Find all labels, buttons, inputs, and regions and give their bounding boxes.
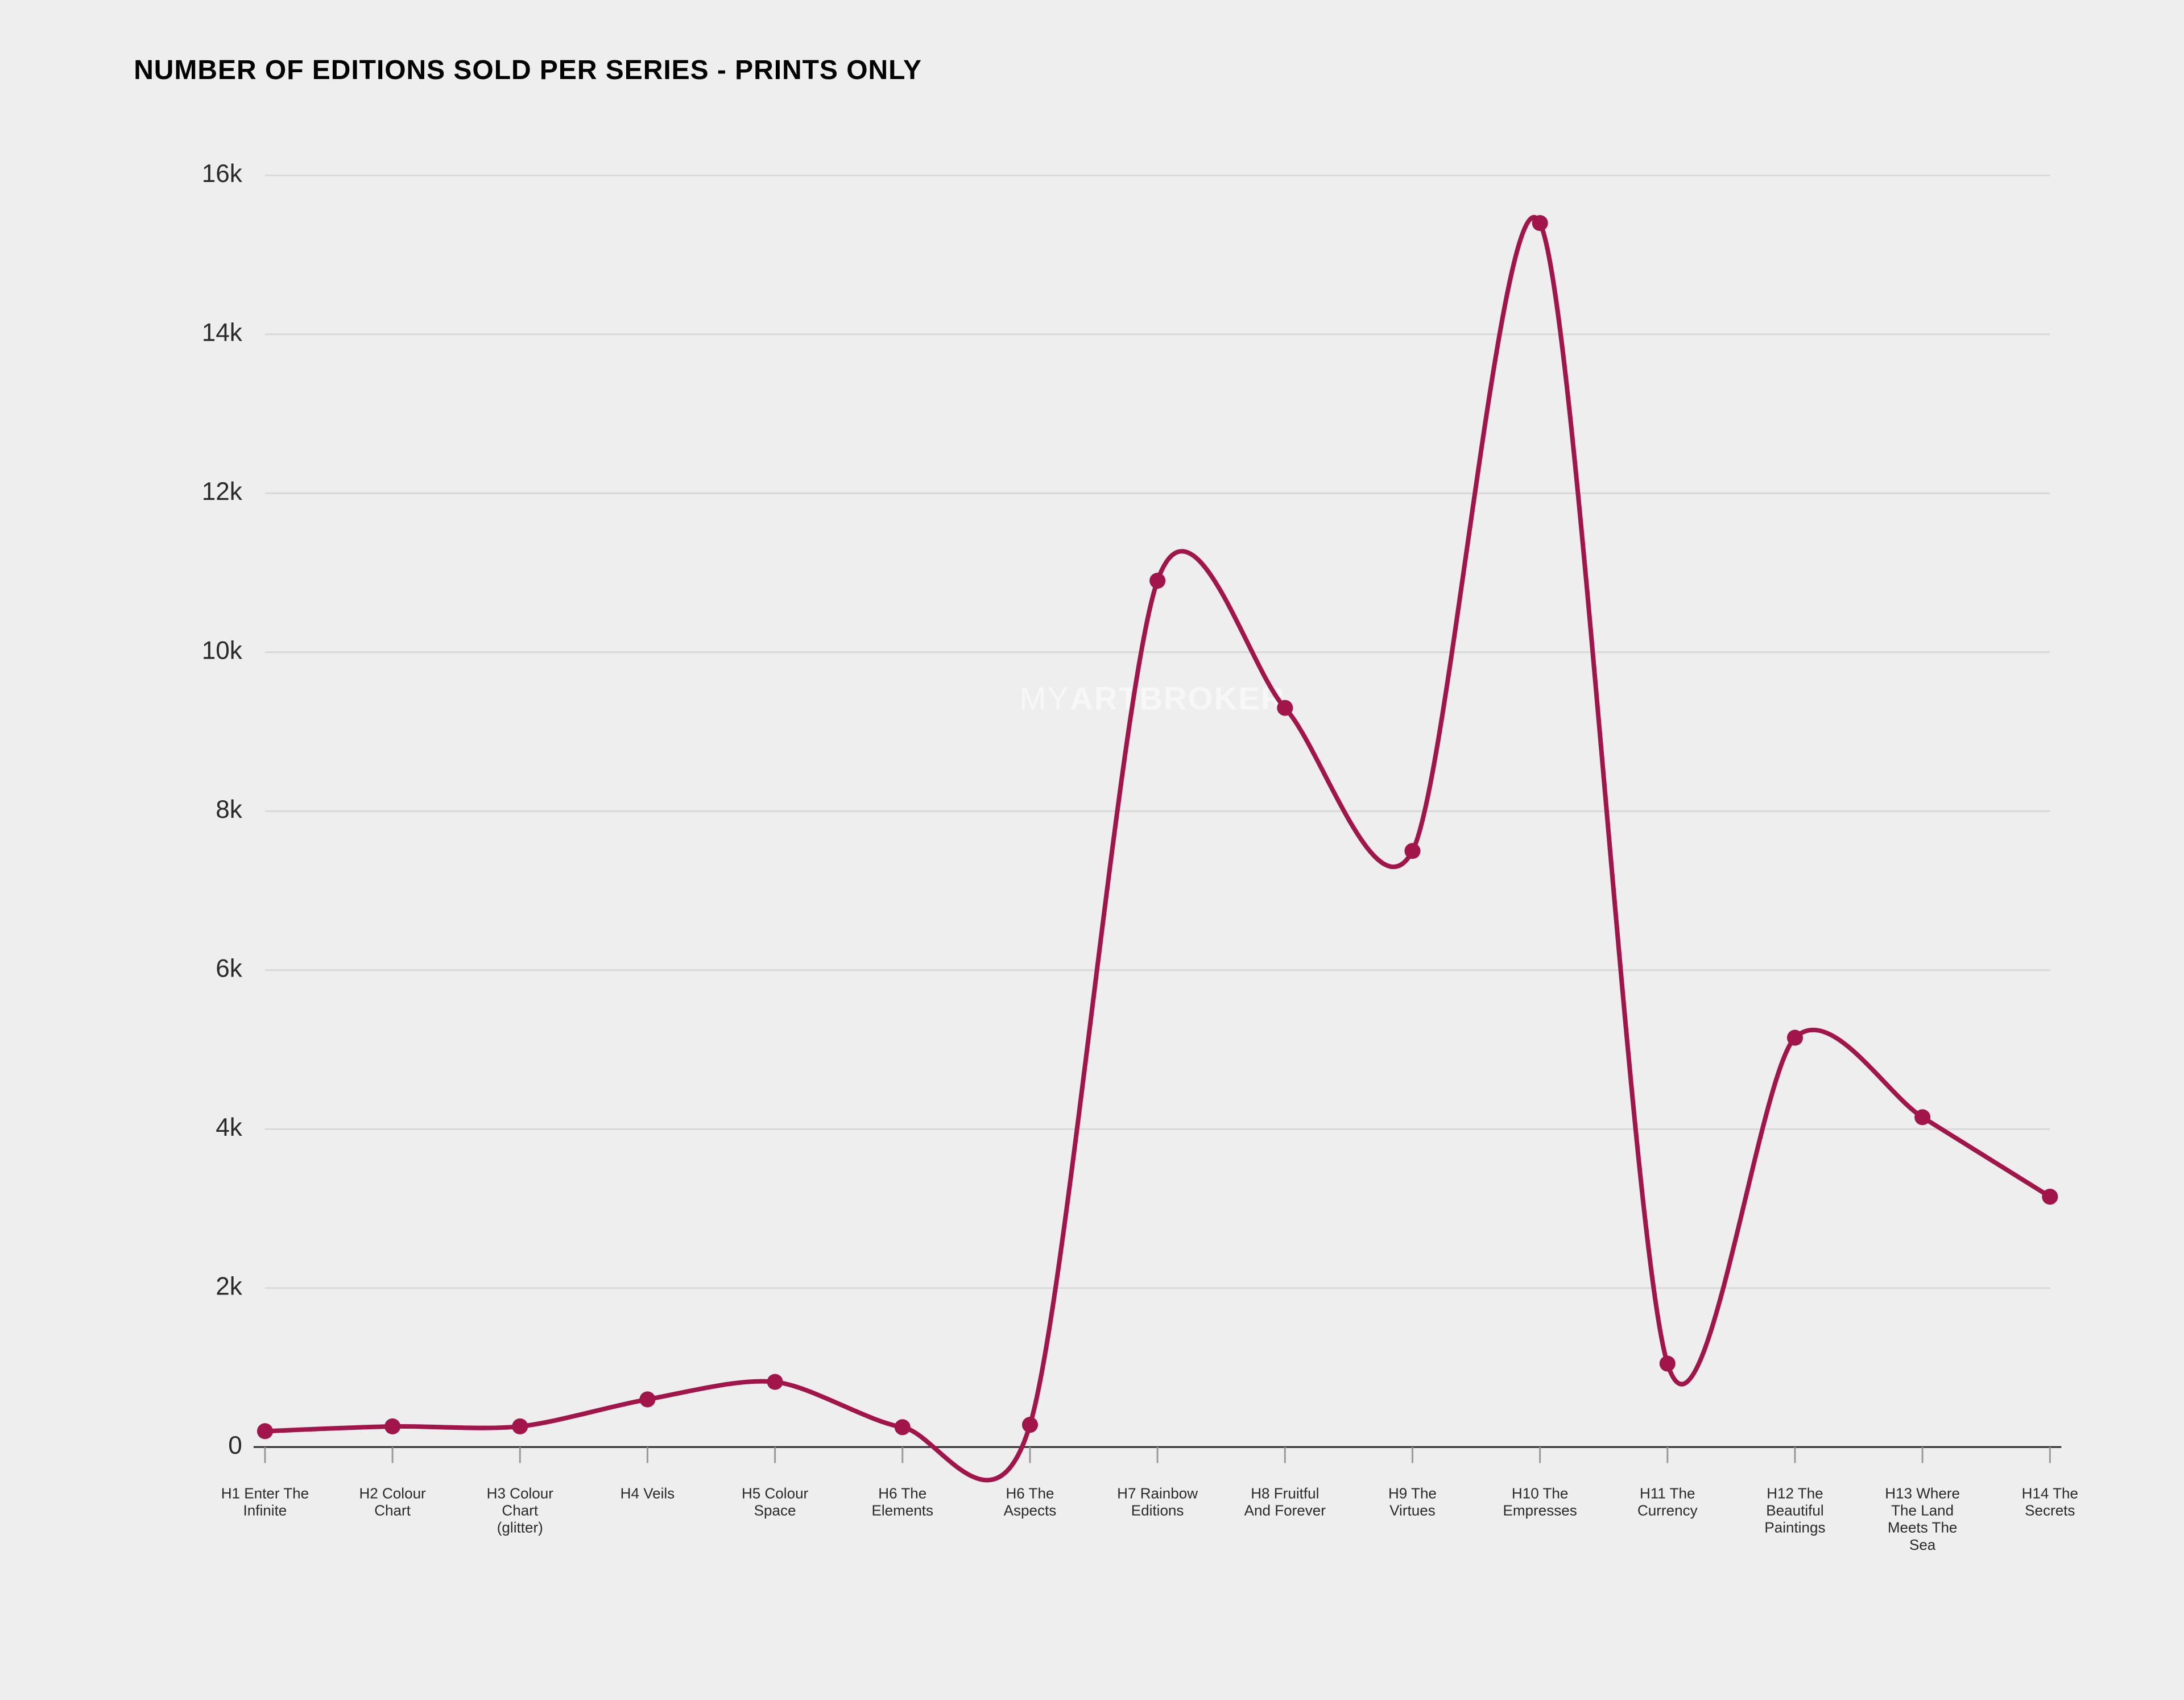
xtick-label: H6 TheAspects <box>1004 1484 1057 1519</box>
xtick-label: H7 RainbowEditions <box>1117 1484 1198 1519</box>
data-point <box>1149 573 1165 589</box>
xtick-label: H5 ColourSpace <box>742 1484 809 1519</box>
ytick-label: 4k <box>216 1114 243 1141</box>
xtick-label: H2 ColourChart <box>359 1484 427 1519</box>
xtick-label: H11 TheCurrency <box>1637 1484 1698 1519</box>
data-point <box>1022 1417 1038 1433</box>
chart-container: 0 2k 4k 6k 8k 10k 12k 14k 16k H1 Enter TheInfinit… <box>65 119 2119 1635</box>
ytick-label: 12k <box>202 478 243 506</box>
data-point <box>1660 1355 1676 1371</box>
data-point <box>384 1418 400 1434</box>
data-point <box>512 1418 528 1434</box>
data-point <box>1405 843 1421 859</box>
line-chart: 0 2k 4k 6k 8k 10k 12k 14k 16k H1 Enter TheInfinit… <box>65 119 2119 1635</box>
data-point <box>2042 1189 2058 1205</box>
data-point <box>895 1419 911 1435</box>
data-point <box>1532 215 1548 231</box>
ytick-label: 0 <box>228 1432 242 1459</box>
xtick-label: H13 WhereThe LandMeets TheSea <box>1885 1484 1960 1553</box>
watermark: MYARTBROKER. <box>1020 680 1296 716</box>
data-point <box>1277 700 1293 715</box>
xtick-label: H8 FruitfulAnd Forever <box>1244 1484 1326 1519</box>
xtick-label: H3 ColourChart(glitter) <box>487 1484 554 1536</box>
xtick-label: H1 Enter TheInfinite <box>221 1484 309 1519</box>
ytick-label: 6k <box>216 954 243 982</box>
xtick-label: H12 TheBeautifulPaintings <box>1765 1484 1826 1536</box>
ytick-label: 2k <box>216 1272 243 1300</box>
ytick-label: 14k <box>202 319 243 346</box>
ytick-label: 16k <box>202 160 243 188</box>
ytick-label: 10k <box>202 636 243 664</box>
xtick-label: H10 TheEmpresses <box>1503 1484 1577 1519</box>
data-point <box>767 1374 783 1389</box>
chart-title: NUMBER OF EDITIONS SOLD PER SERIES - PRI… <box>134 55 2119 86</box>
data-point <box>640 1391 656 1407</box>
xtick-label: H4 Veils <box>621 1484 675 1502</box>
data-point <box>257 1423 273 1439</box>
page-root: NUMBER OF EDITIONS SOLD PER SERIES - PRI… <box>0 0 2184 1700</box>
xtick-label: H14 TheSecrets <box>2022 1484 2078 1519</box>
xtick-label: H6 TheElements <box>872 1484 934 1519</box>
xtick-label: H9 TheVirtues <box>1388 1484 1437 1519</box>
data-point <box>1914 1109 1930 1125</box>
ytick-label: 8k <box>216 796 243 824</box>
data-point <box>1787 1029 1803 1045</box>
series-line <box>265 217 2050 1480</box>
